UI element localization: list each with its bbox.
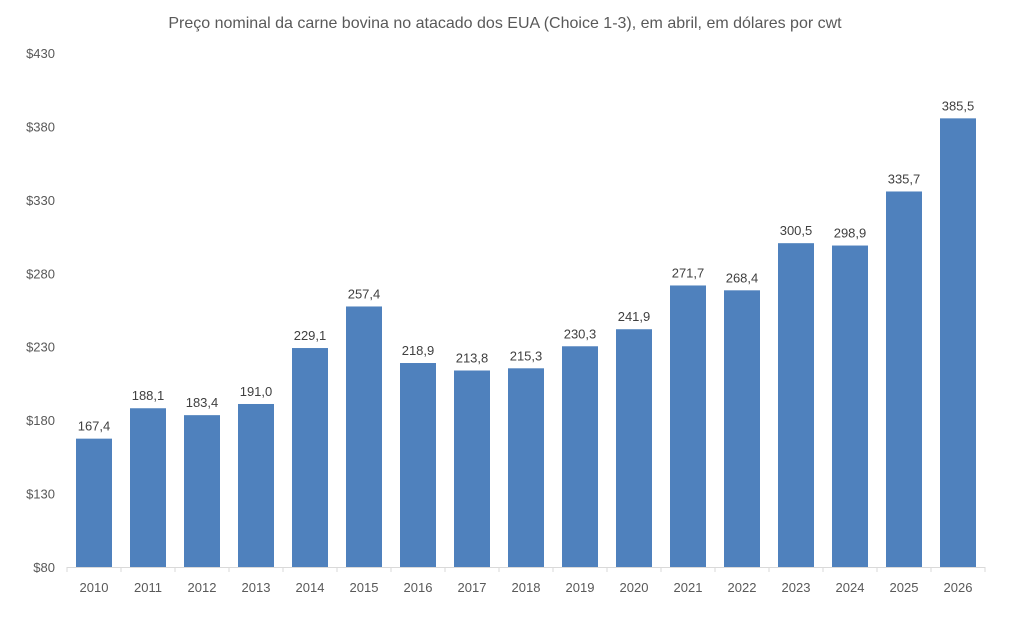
data-label: 183,4 xyxy=(186,395,219,410)
x-tick-label: 2025 xyxy=(890,580,919,595)
data-label: 188,1 xyxy=(132,388,165,403)
data-label: 167,4 xyxy=(78,419,111,434)
y-tick-label: $280 xyxy=(26,266,55,281)
bar-2023 xyxy=(778,243,814,567)
x-tick-label: 2016 xyxy=(404,580,433,595)
data-label: 271,7 xyxy=(672,265,705,280)
bar-2020 xyxy=(616,329,652,567)
x-tick-label: 2018 xyxy=(512,580,541,595)
x-tick-label: 2022 xyxy=(728,580,757,595)
y-tick-label: $80 xyxy=(33,560,55,575)
bar-2014 xyxy=(292,348,328,567)
data-label: 230,3 xyxy=(564,326,597,341)
bar-2022 xyxy=(724,290,760,567)
bar-2013 xyxy=(238,403,274,567)
x-tick-label: 2021 xyxy=(674,580,703,595)
y-tick-label: $330 xyxy=(26,193,55,208)
data-label: 268,4 xyxy=(726,270,759,285)
x-tick-label: 2020 xyxy=(620,580,649,595)
data-label: 218,9 xyxy=(402,343,435,358)
data-label: 257,4 xyxy=(348,286,381,301)
data-label: 215,3 xyxy=(510,348,543,363)
x-tick-label: 2010 xyxy=(80,580,109,595)
y-tick-label: $130 xyxy=(26,487,55,502)
x-tick-label: 2013 xyxy=(242,580,271,595)
bar-2024 xyxy=(832,245,868,567)
bar-2026 xyxy=(940,118,976,567)
y-tick-label: $180 xyxy=(26,413,55,428)
data-label: 191,0 xyxy=(240,384,273,399)
x-tick-label: 2014 xyxy=(296,580,325,595)
x-tick-label: 2015 xyxy=(350,580,379,595)
bar-2018 xyxy=(508,368,544,567)
bar-2025 xyxy=(886,191,922,568)
chart-title: Preço nominal da carne bovina no atacado… xyxy=(168,15,842,32)
y-tick-label: $430 xyxy=(26,46,55,61)
x-tick-label: 2019 xyxy=(566,580,595,595)
x-tick-label: 2012 xyxy=(188,580,217,595)
data-label: 213,8 xyxy=(456,351,489,366)
bar-2015 xyxy=(346,306,382,567)
x-tick-label: 2024 xyxy=(836,580,865,595)
data-label: 385,5 xyxy=(942,98,975,113)
data-label: 229,1 xyxy=(294,328,327,343)
data-label: 300,5 xyxy=(780,223,813,238)
bar-2012 xyxy=(184,415,220,567)
bar-2011 xyxy=(130,408,166,567)
y-tick-label: $230 xyxy=(26,340,55,355)
data-label: 241,9 xyxy=(618,309,651,324)
y-tick-label: $380 xyxy=(26,119,55,134)
x-tick-label: 2011 xyxy=(134,580,162,595)
bar-2016 xyxy=(400,363,436,567)
data-label: 335,7 xyxy=(888,171,921,186)
x-tick-label: 2017 xyxy=(458,580,487,595)
bar-2019 xyxy=(562,346,598,567)
data-label: 298,9 xyxy=(834,226,867,241)
x-tick-label: 2026 xyxy=(944,580,973,595)
bar-2017 xyxy=(454,370,490,567)
bar-2010 xyxy=(76,438,112,567)
x-tick-label: 2023 xyxy=(782,580,811,595)
bar-2021 xyxy=(670,285,706,567)
